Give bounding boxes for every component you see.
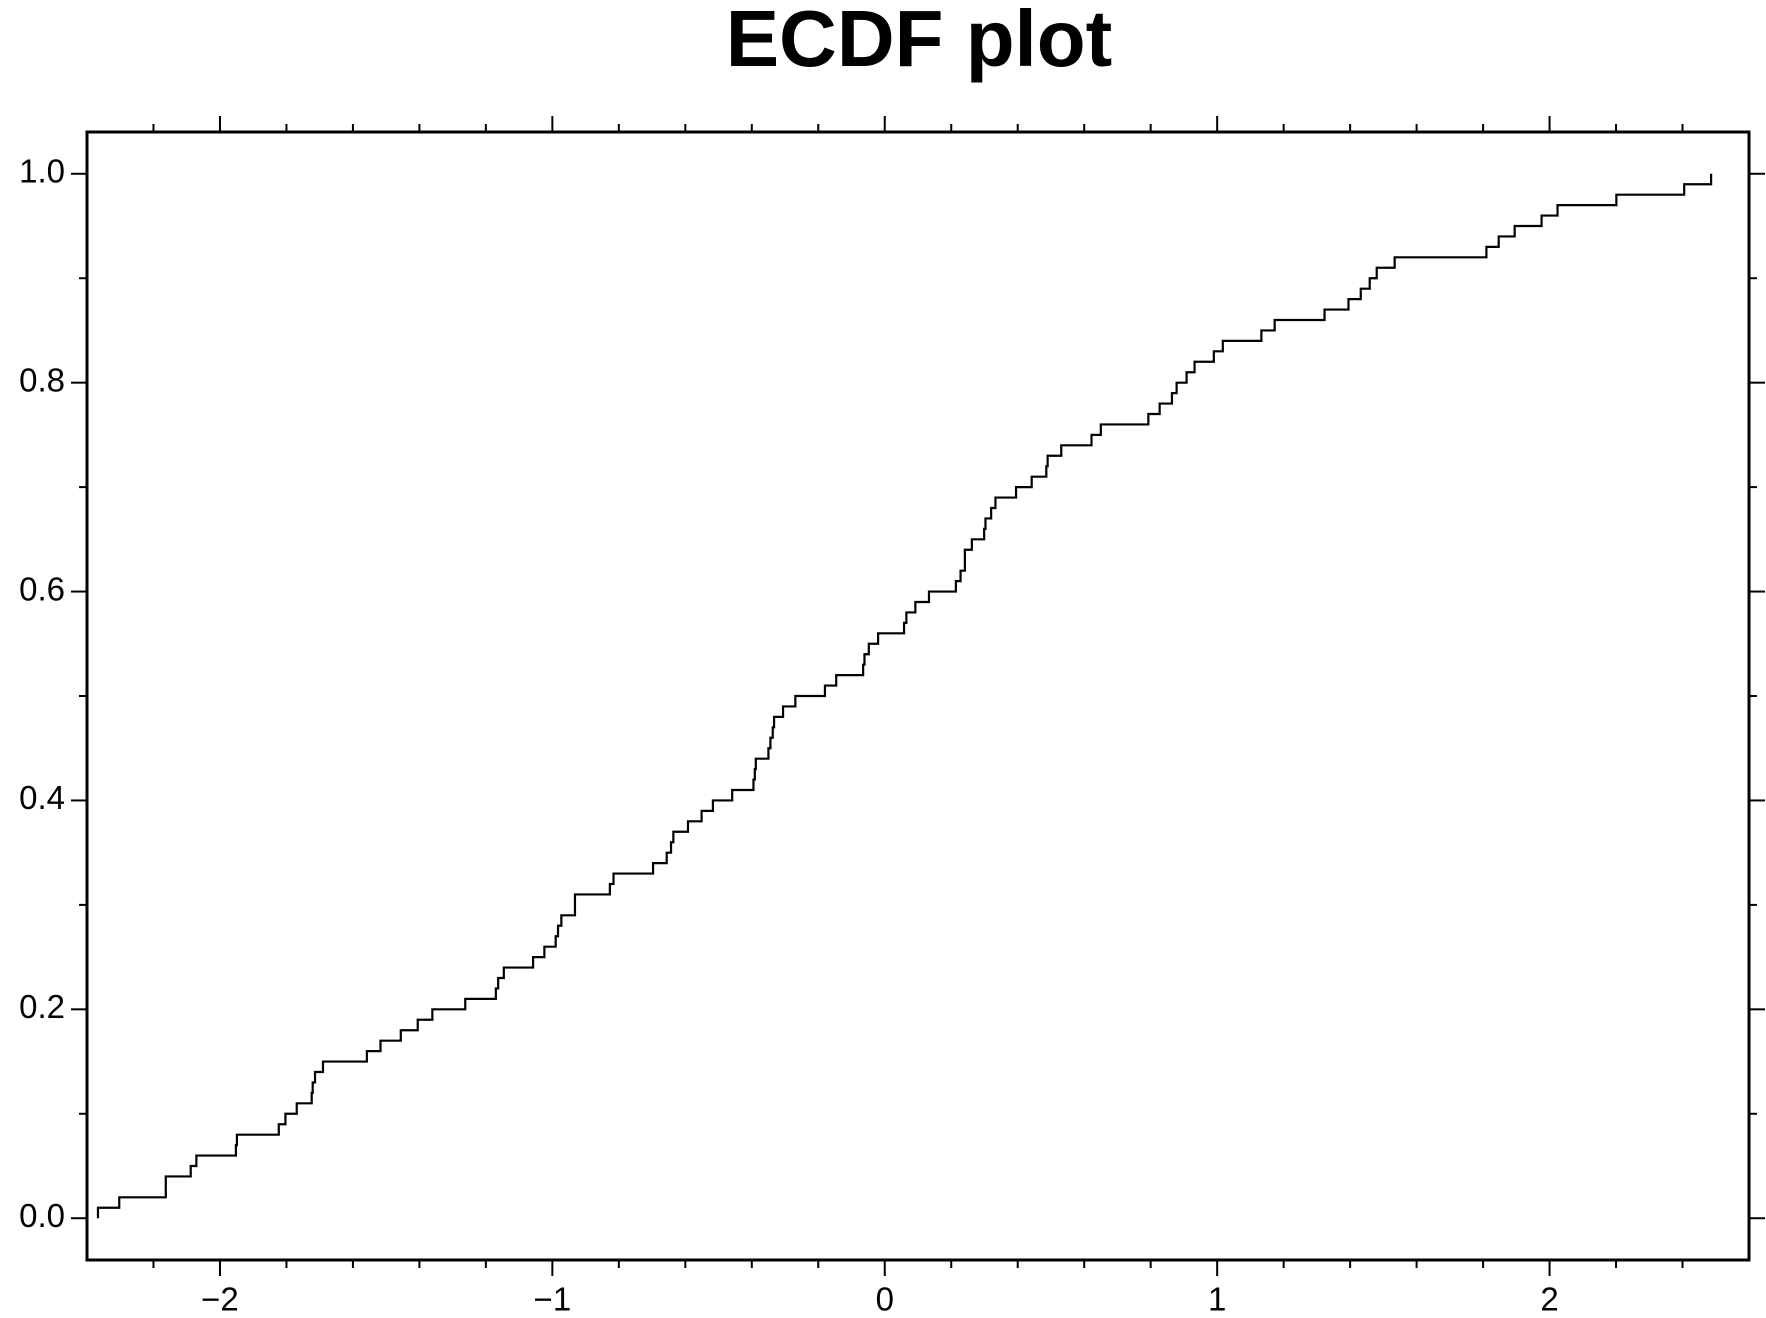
y-tick-label: 0.2 [19,988,65,1025]
plot-frame [85,130,1751,1262]
y-tick-label: 0.4 [19,779,65,816]
y-tick-label: 0.8 [19,361,65,398]
y-tick-label: 0.0 [19,1197,65,1234]
y-tick-label: 1.0 [19,152,65,189]
x-tick-label: 0 [876,1281,894,1318]
x-tick-label: −1 [534,1281,572,1318]
x-tick-label: 2 [1540,1281,1558,1318]
x-tick-label: 1 [1208,1281,1226,1318]
x-tick-label: −2 [201,1281,239,1318]
y-tick-label: 0.6 [19,570,65,607]
chart-title: ECDF plot [726,0,1113,83]
ecdf-line [96,173,1713,1219]
